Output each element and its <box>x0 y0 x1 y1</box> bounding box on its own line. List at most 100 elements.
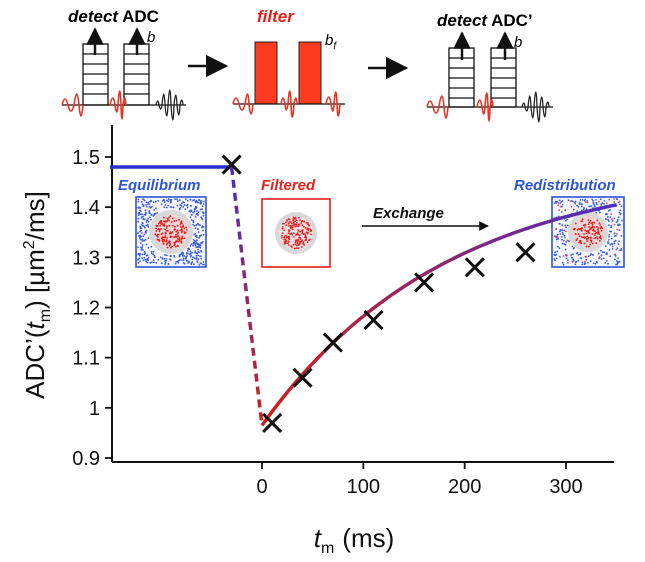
particle-dot <box>181 251 184 254</box>
particle-dot <box>137 261 140 264</box>
particle-dot <box>554 228 557 231</box>
particle-dot <box>616 218 619 221</box>
particle-dot <box>599 198 602 201</box>
particle-dot <box>591 242 594 245</box>
particle-dot <box>600 249 602 252</box>
particle-dot <box>294 220 297 223</box>
particle-dot <box>619 249 621 252</box>
particle-dot <box>298 216 300 219</box>
particle-dot <box>301 232 304 235</box>
svg-text:ADC’(tm) [µm2/ms]: ADC’(tm) [µm2/ms] <box>20 191 54 399</box>
rf-pulse-icon <box>476 92 494 122</box>
particle-dot <box>576 204 578 207</box>
particle-dot <box>147 217 150 220</box>
particle-dot <box>301 230 304 233</box>
particle-dot <box>581 220 583 223</box>
particle-dot <box>190 243 193 246</box>
particle-dot <box>140 229 143 232</box>
particle-dot <box>152 215 155 217</box>
particle-dot <box>305 222 308 224</box>
particle-dot <box>601 227 604 230</box>
rf-pulse-icon <box>109 90 127 120</box>
b-value-label: b <box>514 34 522 51</box>
particle-dot <box>281 232 284 235</box>
particle-dot <box>194 241 196 244</box>
particle-dot <box>572 228 575 231</box>
particle-dot <box>298 223 301 226</box>
particle-dot <box>200 255 202 257</box>
particle-dot <box>199 200 202 203</box>
particle-dot <box>176 239 179 242</box>
particle-dot <box>183 204 186 207</box>
particle-dot <box>202 233 205 236</box>
particle-dot <box>139 253 142 256</box>
particle-dot <box>287 229 290 232</box>
particle-dot <box>184 231 187 234</box>
particle-dot <box>586 200 589 202</box>
particle-dot <box>187 252 189 255</box>
particle-dot <box>181 259 183 261</box>
particle-dot <box>565 257 568 260</box>
particle-dot <box>565 240 568 243</box>
particle-dot <box>298 242 301 245</box>
particle-dot <box>594 232 597 235</box>
particle-dot <box>192 256 194 259</box>
particle-dot <box>139 242 142 245</box>
rf-pulse-icon <box>325 91 341 117</box>
particle-dot <box>618 211 621 214</box>
particle-dot <box>590 253 592 255</box>
particle-dot <box>559 205 562 208</box>
particle-dot <box>596 237 599 240</box>
particle-dot <box>137 246 139 249</box>
particle-dot <box>199 246 202 249</box>
particle-dot <box>179 259 181 261</box>
particle-dot <box>583 237 586 240</box>
particle-dot <box>568 240 570 243</box>
particle-dot <box>183 237 186 240</box>
particle-dot <box>142 204 145 207</box>
particle-dot <box>567 262 569 264</box>
particle-dot <box>168 232 171 235</box>
particle-dot <box>190 254 193 257</box>
x-tick-label: 0 <box>256 476 267 498</box>
particle-dot <box>585 258 588 261</box>
particle-dot <box>182 225 185 228</box>
particle-dot <box>607 216 609 218</box>
particle-dot <box>596 219 599 222</box>
particle-dot <box>583 226 586 228</box>
particle-dot <box>587 261 590 264</box>
particle-dot <box>574 203 577 205</box>
particle-dot <box>159 222 162 224</box>
particle-dot <box>141 253 144 256</box>
particle-dot <box>196 239 198 242</box>
particle-dot <box>195 255 198 257</box>
particle-dot <box>619 213 622 216</box>
particle-dot <box>178 237 181 239</box>
intracellular-dots <box>154 215 188 249</box>
particle-dot <box>291 226 294 229</box>
equilibrium-label: Equilibrium <box>118 177 201 194</box>
particle-dot <box>572 258 575 261</box>
particle-dot <box>600 227 602 230</box>
particle-dot <box>201 205 204 208</box>
particle-dot <box>143 225 145 228</box>
particle-dot <box>285 235 288 237</box>
particle-dot <box>165 226 168 229</box>
particle-dot <box>595 211 598 214</box>
particle-dot <box>182 224 185 227</box>
particle-dot <box>195 201 197 204</box>
particle-dot <box>289 221 292 223</box>
x-tick-label: 100 <box>347 476 380 498</box>
particle-dot <box>586 240 588 243</box>
particle-dot <box>190 213 193 216</box>
particle-dot <box>554 202 557 204</box>
particle-dot <box>292 243 295 246</box>
particle-dot <box>155 224 158 227</box>
sequence-schematic: detect ADC b filter <box>61 7 553 123</box>
particle-dot <box>146 254 149 257</box>
particle-dot <box>159 256 162 259</box>
particle-dot <box>140 224 143 226</box>
particle-dot <box>581 203 583 206</box>
y-tick-label: 1 <box>89 398 100 420</box>
particle-dot <box>199 208 202 211</box>
